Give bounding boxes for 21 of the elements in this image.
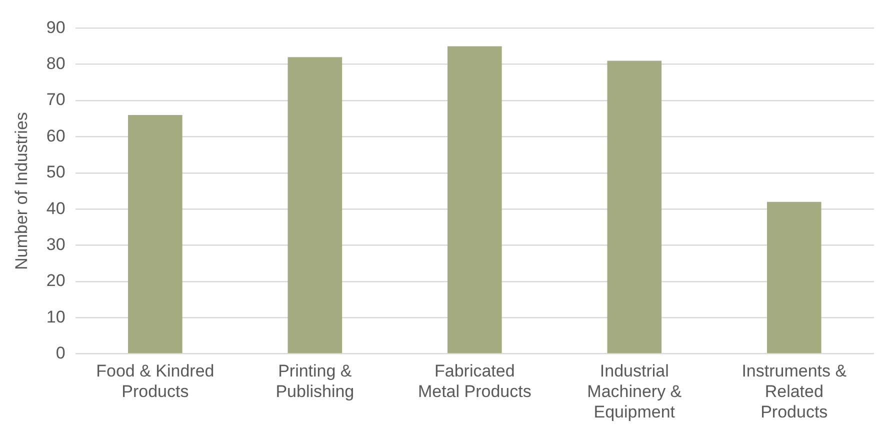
bar	[128, 115, 182, 354]
y-tick-label: 50	[46, 162, 66, 182]
y-tick-label: 10	[46, 307, 66, 326]
x-tick-label: Instruments & Related Products	[742, 362, 848, 422]
y-tick-label: 60	[46, 126, 66, 146]
y-tick-label: 0	[56, 343, 66, 362]
y-tick-label: 40	[46, 198, 66, 218]
y-tick-label: 20	[46, 271, 66, 290]
x-tick-label: Printing & Publishing	[276, 362, 354, 402]
bar	[766, 202, 822, 354]
y-tick-label: 70	[46, 90, 66, 110]
bar	[607, 60, 662, 354]
y-tick-label: 90	[46, 18, 66, 37]
y-tick-label: 80	[46, 54, 66, 74]
y-axis-title: Number of Industries	[12, 112, 31, 270]
y-tick-label: 30	[46, 234, 66, 254]
bar	[448, 46, 502, 354]
x-tick-label: Industrial Machinery & Equipment	[587, 362, 682, 422]
x-tick-label: Fabricated Metal Products	[418, 362, 532, 402]
x-tick-label: Food & Kindred Products	[96, 362, 214, 402]
bar	[288, 57, 342, 354]
